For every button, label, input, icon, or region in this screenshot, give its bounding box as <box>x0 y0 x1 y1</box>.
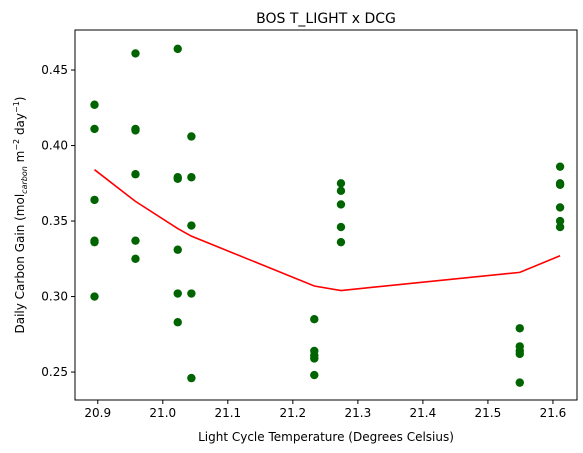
scatter-point <box>187 373 196 383</box>
scatter-point <box>131 236 140 245</box>
scatter-point <box>173 318 182 327</box>
scatter-point <box>90 237 99 247</box>
scatter-point <box>187 132 196 141</box>
scatter-point <box>555 162 565 171</box>
scatter-point <box>515 324 524 333</box>
y-tick-label: 0.30 <box>41 290 68 304</box>
scatter-point <box>90 100 99 109</box>
x-tick-label: 21.1 <box>214 406 241 420</box>
y-axis-label-subscript: carbon <box>20 166 29 194</box>
y-axis-label-sup1: −2 <box>12 139 21 151</box>
scatter-point <box>131 49 140 58</box>
y-axis-label-middle2: day <box>13 113 27 139</box>
x-tick-label: 21.3 <box>345 406 372 420</box>
y-tick-label: 0.45 <box>41 63 68 77</box>
scatter-point <box>187 173 196 182</box>
y-axis-label: Daily Carbon Gain (molcarbon m−2 day−1) <box>12 96 29 333</box>
scatter-point <box>310 315 319 324</box>
scatter-point <box>515 378 524 387</box>
y-axis-label-sup2: −1 <box>12 101 21 113</box>
scatter-point <box>187 289 196 298</box>
chart-title: BOS T_LIGHT x DCG <box>256 11 396 27</box>
y-axis-ticks: 0.25 0.30 0.35 0.40 0.45 <box>41 63 75 379</box>
scatter-point <box>336 222 346 232</box>
scatter-point <box>336 237 346 247</box>
plot-frame <box>74 29 578 401</box>
scatter-point <box>131 126 140 135</box>
scatter-point <box>131 254 140 263</box>
x-tick-label: 21.0 <box>149 406 176 420</box>
scatter-point <box>555 222 565 232</box>
scatter-point <box>131 170 140 179</box>
scatter-point <box>336 179 346 188</box>
y-tick-label: 0.40 <box>41 139 68 153</box>
scatter-point <box>555 216 565 226</box>
scatter-point <box>173 289 182 298</box>
scatter-point <box>336 200 346 209</box>
y-tick-label: 0.25 <box>41 365 68 379</box>
plot-area <box>90 44 565 387</box>
x-axis-label: Light Cycle Temperature (Degrees Celsius… <box>198 430 454 444</box>
y-axis-label-suffix: ) <box>13 96 27 101</box>
scatter-point <box>173 44 182 54</box>
x-tick-label: 21.6 <box>540 406 567 420</box>
scatter-point <box>187 221 196 230</box>
y-axis-label-middle: m <box>13 151 27 167</box>
trend-line <box>94 169 561 292</box>
scatter-point <box>555 203 565 212</box>
x-tick-label: 20.9 <box>84 406 111 420</box>
scatter-point <box>173 245 182 254</box>
scatter-point <box>90 124 99 134</box>
x-tick-label: 21.2 <box>279 406 306 420</box>
scatter-point <box>336 186 346 196</box>
x-tick-label: 21.5 <box>475 406 502 420</box>
x-tick-label: 21.4 <box>410 406 437 420</box>
scatter-point <box>310 354 319 363</box>
scatter-point <box>173 174 182 183</box>
scatter-point <box>515 349 524 359</box>
scatter-point <box>90 292 99 301</box>
y-tick-label: 0.35 <box>41 214 68 228</box>
x-axis-ticks: 20.9 21.0 21.1 21.2 21.3 21.4 21.5 21.6 <box>84 400 566 420</box>
y-axis-label-prefix: Daily Carbon Gain (mol <box>13 194 27 334</box>
scatter-point <box>555 180 565 189</box>
scatter-point <box>90 195 99 205</box>
scatter-point <box>310 370 319 380</box>
